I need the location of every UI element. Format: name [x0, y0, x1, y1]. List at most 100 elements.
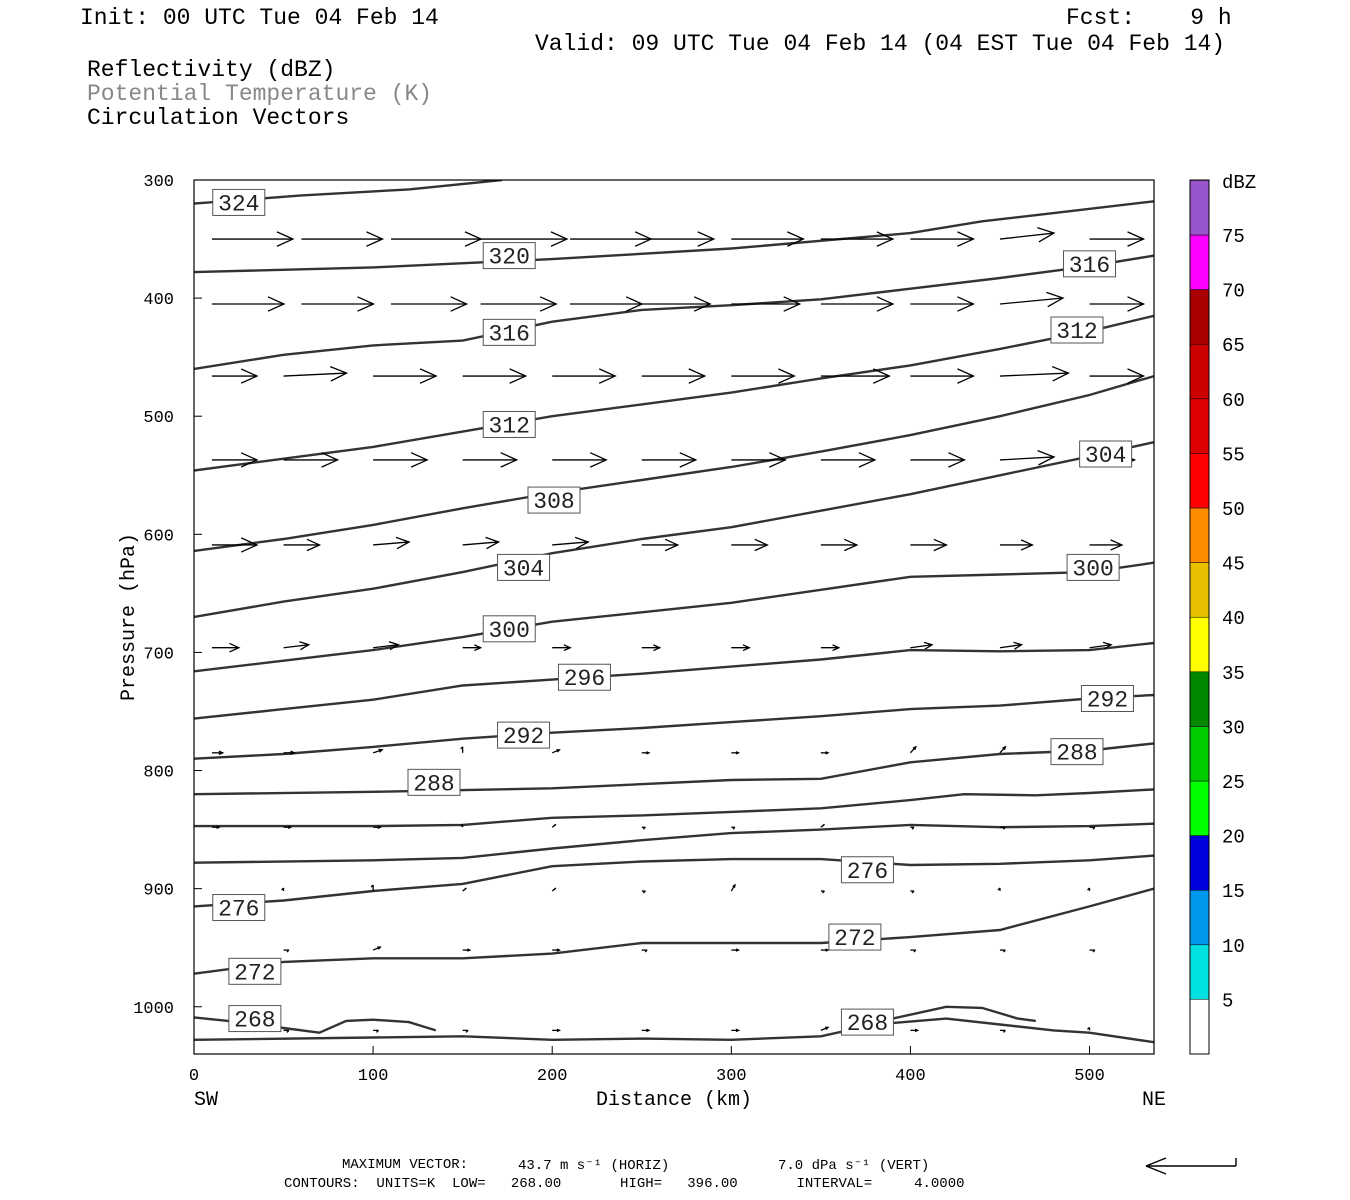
- colorbar-tick-label: 35: [1222, 663, 1245, 685]
- x-tick-label: 400: [895, 1067, 926, 1086]
- wind-vector: [820, 948, 830, 952]
- wind-vector: [1087, 887, 1091, 892]
- field-reflectivity: Reflectivity (dBZ): [87, 57, 336, 83]
- y-tick-label: 900: [143, 882, 174, 901]
- theta-contour-296: [194, 641, 1154, 720]
- wind-vector: [997, 887, 1001, 892]
- colorbar-bin: [1189, 944, 1210, 1000]
- contour-label-292: 292: [497, 721, 551, 750]
- wind-vector: [999, 365, 1070, 382]
- wind-vector: [462, 368, 528, 384]
- field-theta: Potential Temperature (K): [87, 81, 433, 107]
- contour-label-304: 304: [497, 553, 551, 582]
- contour-label-276: 276: [212, 894, 266, 923]
- wind-vector: [910, 949, 917, 953]
- wind-vector: [570, 296, 644, 312]
- wind-vector: [820, 452, 877, 468]
- theta-contour-272: [194, 887, 1154, 975]
- wind-vector: [372, 748, 384, 754]
- theta-contour-304: [194, 441, 1154, 619]
- colorbar-tick-label: 20: [1222, 827, 1245, 849]
- wind-vector: [1089, 368, 1146, 384]
- contour-label-300: 300: [1066, 553, 1120, 582]
- wind-vector: [820, 644, 841, 652]
- wind-vector: [820, 296, 895, 312]
- wind-vector: [999, 291, 1065, 308]
- y-tick-label: 700: [143, 645, 174, 664]
- theta-contour-312: [194, 314, 1154, 472]
- wind-vector: [999, 450, 1056, 466]
- colorbar-bin: [1189, 835, 1210, 891]
- wind-vector: [283, 538, 322, 552]
- colorbar-tick-label: 50: [1222, 499, 1245, 521]
- colorbar-bin: [1189, 343, 1210, 400]
- svg-text:292: 292: [1087, 687, 1128, 713]
- valid-time: Valid: 09 UTC Tue 04 Feb 14 (04 EST Tue …: [535, 31, 1226, 57]
- svg-text:272: 272: [834, 926, 875, 952]
- wind-vector: [910, 1028, 920, 1033]
- wind-vector: [283, 452, 340, 468]
- svg-text:288: 288: [1056, 741, 1097, 767]
- wind-vector: [641, 890, 646, 894]
- colorbar-bin: [1189, 726, 1210, 782]
- theta-contour-292: [194, 693, 1154, 760]
- theta-contour-308: [194, 374, 1154, 553]
- contour-label-272: 272: [828, 923, 882, 952]
- wind-vector: [820, 890, 825, 894]
- theta-contour-320: [194, 200, 1154, 274]
- contour-label-304: 304: [1079, 440, 1133, 469]
- reference-vector: [1145, 1157, 1237, 1175]
- y-tick-label: 300: [143, 173, 174, 192]
- wind-vector: [910, 890, 915, 894]
- y-axis: 300 400 500 600 700 800 900 1000 Pressure (hPa): [118, 173, 202, 1019]
- wind-vector: [391, 231, 483, 247]
- colorbar-tick-label: 5: [1222, 990, 1233, 1012]
- x-tick-label: 200: [537, 1067, 568, 1086]
- svg-text:276: 276: [847, 859, 888, 885]
- contour-label-296: 296: [557, 663, 611, 692]
- wind-vector: [999, 539, 1034, 551]
- colorbar-unit: dBZ: [1222, 172, 1256, 194]
- wind-vector: [731, 948, 741, 952]
- contour-label-308: 308: [527, 486, 581, 515]
- wind-vector: [373, 536, 411, 550]
- wind-vector: [1089, 539, 1124, 551]
- colorbar-tick-label: 45: [1222, 554, 1245, 576]
- svg-text:304: 304: [1085, 443, 1126, 469]
- wind-vector: [730, 883, 736, 892]
- x-tick-label: 0: [189, 1067, 199, 1086]
- colorbar-frame: [1189, 179, 1210, 1055]
- wind-vector: [641, 644, 662, 652]
- colorbar-tick-label: 30: [1222, 717, 1245, 739]
- wind-vector: [283, 641, 311, 651]
- wind-vector: [460, 746, 464, 753]
- svg-text:316: 316: [1069, 253, 1110, 279]
- svg-text:296: 296: [564, 666, 605, 692]
- svg-text:272: 272: [234, 960, 275, 986]
- contour-label-272: 272: [228, 957, 282, 986]
- contour-info: CONTOURS: UNITS=K LOW= 268.00 HIGH= 396.…: [284, 1176, 965, 1192]
- wind-vector: [211, 825, 221, 829]
- wind-vector: [910, 538, 949, 552]
- wind-vector: [731, 644, 751, 652]
- x-tick-label: 300: [716, 1067, 747, 1086]
- svg-text:300: 300: [489, 618, 530, 644]
- svg-text:300: 300: [1072, 556, 1113, 582]
- wind-vector: [370, 884, 374, 892]
- theta-contour-288: [194, 742, 1154, 796]
- wind-vector: [820, 823, 825, 828]
- contour-label-312: 312: [482, 410, 536, 439]
- y-tick-label: 1000: [133, 1000, 174, 1019]
- wind-vector: [462, 887, 467, 892]
- contour-label-276: 276: [840, 856, 894, 885]
- colorbar-tick-label: 40: [1222, 608, 1245, 630]
- colorbar-bin: [1189, 889, 1210, 946]
- colorbar-tick-label: 55: [1222, 444, 1245, 466]
- max-vector-label: MAXIMUM VECTOR:: [342, 1157, 469, 1173]
- contour-label-324: 324: [212, 188, 266, 217]
- svg-text:268: 268: [234, 1008, 275, 1034]
- wind-vector: [1089, 641, 1113, 650]
- wind-vector: [910, 826, 915, 830]
- contour-labels: 324 320 316 316 312 312 308 304 304 300 300 296 292 2…: [212, 188, 1134, 1037]
